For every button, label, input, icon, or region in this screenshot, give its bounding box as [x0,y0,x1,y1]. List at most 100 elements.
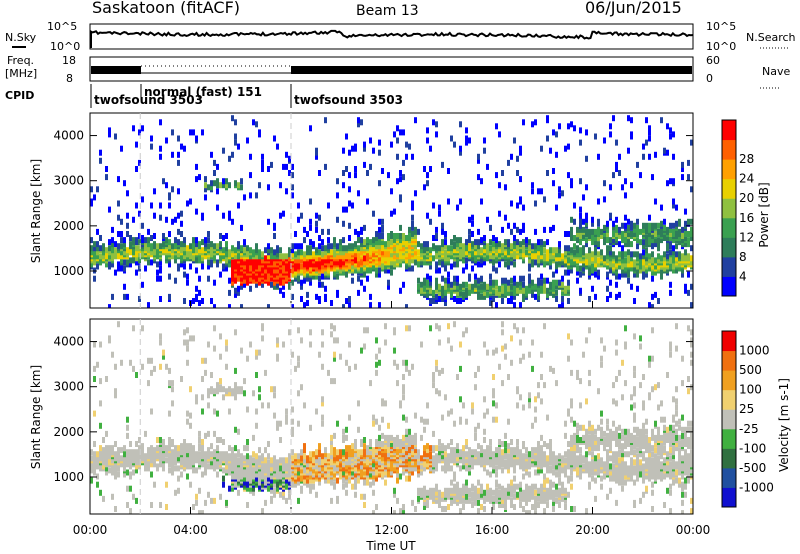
power-heatmap-cell-2982 [666,267,669,274]
velocity-heatmap-cell-1159 [336,477,339,484]
power-heatmap-cell-967 [300,249,303,256]
power-heatmap-cell-2215 [519,176,522,183]
power-heatmap-cell-1946 [471,241,474,248]
velocity-heatmap-cell-497 [216,445,219,452]
power-heatmap-cell-2997 [666,226,669,233]
power-heatmap-cell-2685 [612,237,615,244]
power-heatmap-cell-2613 [597,226,600,233]
power-heatmap-cell-970 [303,302,306,308]
power-heatmap-cell-2197 [516,155,519,162]
power-heatmap-cell-820 [273,135,276,142]
power-heatmap-cell-1806 [447,281,450,288]
power-heatmap-cell-1766 [441,275,444,282]
velocity-heatmap-cell-407 [195,398,198,405]
velocity-heatmap-cell-200 [144,463,147,470]
power-heatmap-cell-1100 [324,249,327,256]
velocity-heatmap-cell-1699 [423,449,426,456]
power-heatmap-cell-969 [300,212,303,219]
power-colorbar-swatch-5 [722,178,736,199]
power-heatmap-cell-2243 [525,249,528,256]
power-heatmap-cell-902 [288,251,291,258]
power-heatmap-cell-1166 [336,178,339,185]
power-heatmap-cell-459 [210,241,213,248]
velocity-heatmap-cell-779 [264,457,267,464]
power-heatmap-cell-191 [141,222,144,229]
velocity-heatmap-cell-1439 [384,479,387,486]
velocity-heatmap-cell-357 [183,439,186,445]
power-heatmap-cell-1042 [315,259,318,266]
velocity-heatmap-cell-89 [111,445,114,452]
velocity-heatmap-cell-163 [132,455,135,462]
velocity-heatmap-cell-367 [186,447,189,454]
power-heatmap-cell-1540 [399,233,402,239]
velocity-heatmap-cell-501 [216,386,219,393]
velocity-heatmap-cell-912 [291,481,294,488]
power-heatmap-cell-165 [135,166,138,172]
velocity-heatmap-cell-1137 [333,481,336,488]
power-heatmap-cell-1668 [423,259,426,266]
power-heatmap-cell-1190 [342,253,345,260]
velocity-heatmap-cell-1078 [321,420,324,427]
power-heatmap-cell-2902 [651,275,654,282]
power-heatmap-cell-1164 [336,216,339,223]
power-heatmap-cell-282 [168,261,171,268]
power-heatmap-cell-2340 [546,277,549,284]
power-heatmap-cell-2678 [612,261,615,268]
power-heatmap-cell-2688 [612,224,615,231]
power-heatmap-cell-1074 [321,273,324,280]
velocity-heatmap-cell-435 [201,408,204,415]
velocity-heatmap-cell-1512 [393,437,396,443]
power-heatmap-cell-1954 [474,279,477,286]
power-heatmap-cell-1131 [330,249,333,256]
power-heatmap-cell-2434 [564,231,567,237]
velocity-heatmap-cell-387 [189,386,192,393]
velocity-heatmap-cell-1571 [402,388,405,395]
power-heatmap-cell-1310 [360,226,363,233]
power-heatmap-cell-1970 [477,261,480,268]
velocity-heatmap-cell-813 [273,491,276,498]
power-heatmap-cell-1789 [444,277,447,284]
velocity-heatmap-cell-144 [126,416,129,423]
power-heatmap-cell-2971 [663,255,666,262]
velocity-heatmap-cell-528 [222,386,225,393]
power-heatmap-cell-1200 [345,298,348,304]
velocity-heatmap-cell-177 [135,441,138,447]
velocity-heatmap-cell-1748 [432,430,435,437]
power-heatmap-cell-2198 [519,302,522,308]
velocity-heatmap-cell-122 [120,359,123,366]
power-heatmap-cell-3100 [684,235,687,241]
power-heatmap-cell-2555 [585,129,588,136]
power-heatmap-cell-412 [198,241,201,248]
velocity-heatmap-cell-591 [234,394,237,401]
power-heatmap-cell-822 [276,281,279,288]
power-heatmap-cell-176 [138,239,141,246]
power-heatmap-cell-2728 [621,267,624,274]
power-heatmap-cell-3036 [672,178,675,185]
power-heatmap-cell-2027 [489,300,492,306]
power-heatmap-cell-2602 [594,133,597,140]
power-heatmap-cell-1147 [333,237,336,244]
power-heatmap-cell-275 [165,237,168,244]
velocity-heatmap-cell-838 [276,465,279,472]
velocity-heatmap-cell-1456 [384,400,387,407]
power-heatmap-cell-3071 [681,271,684,278]
velocity-heatmap-cell-722 [255,372,258,378]
power-heatmap-cell-1235 [348,186,351,193]
power-heatmap-cell-194 [144,265,147,272]
power-heatmap-cell-2279 [534,293,537,300]
power-heatmap-cell-2408 [558,186,561,193]
power-heatmap-cell-3054 [675,220,678,227]
power-heatmap-cell-1747 [435,131,438,138]
power-heatmap-cell-31 [96,228,99,235]
power-heatmap-cell-124 [126,293,129,300]
power-heatmap-cell-2263 [531,291,534,298]
power-heatmap-cell-314 [174,216,177,223]
velocity-heatmap-cell-432 [201,445,204,452]
velocity-heatmap-cell-1181 [339,453,342,460]
power-heatmap-cell-1816 [447,245,450,252]
power-heatmap-cell-63 [108,245,111,252]
power-heatmap-cell-2416 [561,281,564,288]
velocity-heatmap-cell-1200 [345,489,348,496]
power-heatmap-cell-2980 [663,147,666,154]
